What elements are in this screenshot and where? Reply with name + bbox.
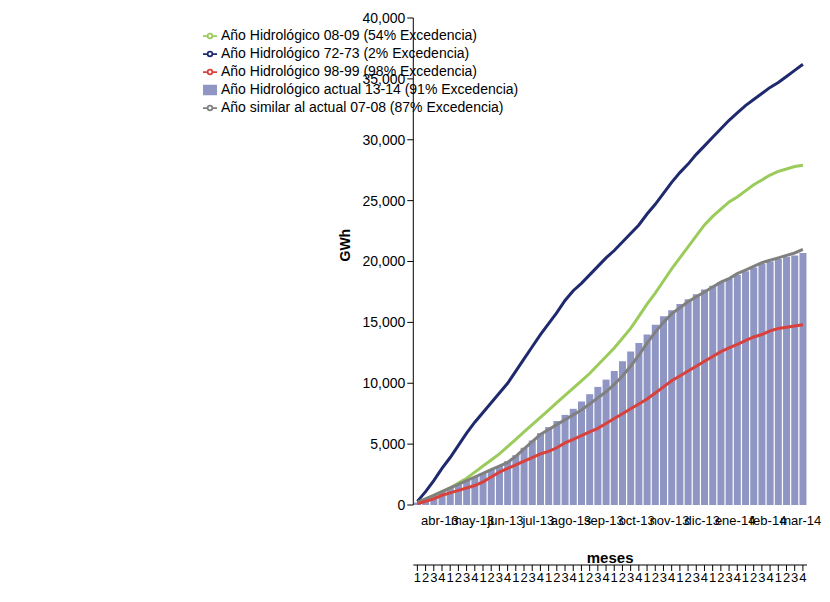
svg-text:nov-13: nov-13 (650, 513, 690, 528)
svg-text:jun-13: jun-13 (486, 513, 523, 528)
svg-text:2: 2 (684, 570, 691, 585)
svg-text:3: 3 (529, 570, 536, 585)
svg-text:4: 4 (570, 570, 577, 585)
svg-text:2: 2 (619, 570, 626, 585)
svg-text:30,000: 30,000 (362, 132, 405, 148)
svg-text:4: 4 (701, 570, 708, 585)
svg-text:4: 4 (766, 570, 773, 585)
svg-text:4: 4 (734, 570, 741, 585)
svg-text:10,000: 10,000 (362, 375, 405, 391)
svg-text:2: 2 (455, 570, 462, 585)
svg-text:2: 2 (586, 570, 593, 585)
svg-text:1: 1 (414, 570, 421, 585)
svg-text:1: 1 (512, 570, 519, 585)
svg-text:4: 4 (438, 570, 445, 585)
svg-text:3: 3 (627, 570, 634, 585)
svg-text:4: 4 (635, 570, 642, 585)
svg-text:meses: meses (587, 549, 634, 566)
svg-text:1: 1 (545, 570, 552, 585)
svg-text:1: 1 (742, 570, 749, 585)
svg-text:3: 3 (430, 570, 437, 585)
svg-text:3: 3 (463, 570, 470, 585)
svg-text:20,000: 20,000 (362, 253, 405, 269)
svg-text:3: 3 (758, 570, 765, 585)
svg-text:2: 2 (750, 570, 757, 585)
svg-text:2: 2 (488, 570, 495, 585)
svg-text:1: 1 (611, 570, 618, 585)
svg-text:2: 2 (520, 570, 527, 585)
svg-text:4: 4 (504, 570, 511, 585)
svg-text:mar-14: mar-14 (780, 513, 821, 528)
svg-text:15,000: 15,000 (362, 314, 405, 330)
svg-text:1: 1 (447, 570, 454, 585)
svg-text:jul-13: jul-13 (521, 513, 554, 528)
svg-text:2: 2 (553, 570, 560, 585)
svg-text:3: 3 (561, 570, 568, 585)
svg-text:4: 4 (537, 570, 544, 585)
svg-text:3: 3 (594, 570, 601, 585)
svg-text:1: 1 (709, 570, 716, 585)
svg-text:2: 2 (783, 570, 790, 585)
svg-text:4: 4 (471, 570, 478, 585)
svg-text:3: 3 (693, 570, 700, 585)
svg-text:40,000: 40,000 (362, 10, 405, 26)
svg-text:25,000: 25,000 (362, 193, 405, 209)
svg-text:5,000: 5,000 (370, 436, 405, 452)
svg-text:1: 1 (676, 570, 683, 585)
svg-text:3: 3 (725, 570, 732, 585)
svg-text:0: 0 (397, 497, 405, 513)
svg-text:1: 1 (775, 570, 782, 585)
svg-text:1: 1 (578, 570, 585, 585)
svg-text:2: 2 (652, 570, 659, 585)
svg-text:4: 4 (668, 570, 675, 585)
svg-text:1: 1 (643, 570, 650, 585)
svg-text:4: 4 (799, 570, 806, 585)
svg-text:2: 2 (422, 570, 429, 585)
svg-text:3: 3 (791, 570, 798, 585)
svg-text:1: 1 (479, 570, 486, 585)
svg-text:3: 3 (660, 570, 667, 585)
svg-text:GWh: GWh (337, 229, 353, 262)
svg-text:2: 2 (717, 570, 724, 585)
svg-text:4: 4 (602, 570, 609, 585)
svg-text:35,000: 35,000 (362, 71, 405, 87)
svg-text:3: 3 (496, 570, 503, 585)
